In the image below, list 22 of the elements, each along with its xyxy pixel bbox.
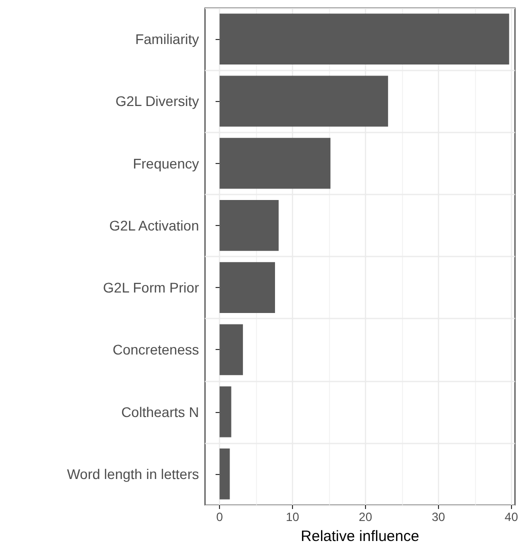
x-tick-label: 10 xyxy=(286,510,300,524)
y-tick-label: Concreteness xyxy=(112,342,199,358)
x-tick-label: 40 xyxy=(504,510,518,524)
bar xyxy=(220,324,243,376)
x-axis-title: Relative influence xyxy=(300,528,420,545)
bar xyxy=(220,200,279,251)
y-tick-label: G2L Activation xyxy=(109,217,199,234)
y-tick-label: Frequency xyxy=(132,155,199,172)
bar xyxy=(220,262,276,314)
y-tick-label: Word length in letters xyxy=(66,466,199,482)
x-tick-label: 30 xyxy=(432,510,446,524)
y-tick-label: G2L Diversity xyxy=(115,93,199,110)
x-tick-label: 20 xyxy=(358,510,372,524)
y-tick-label: G2L Form Prior xyxy=(103,280,200,296)
bar xyxy=(220,386,232,438)
bar xyxy=(220,14,510,65)
bar xyxy=(220,448,230,500)
y-tick-label: Familiarity xyxy=(135,31,199,48)
bar xyxy=(220,138,330,189)
bar xyxy=(220,76,388,127)
x-tick-label: 0 xyxy=(216,510,224,524)
y-tick-label: Colthearts N xyxy=(121,404,199,420)
